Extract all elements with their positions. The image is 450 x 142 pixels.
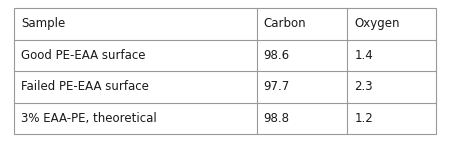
Text: 1.2: 1.2 [355, 112, 373, 125]
Text: 98.8: 98.8 [264, 112, 290, 125]
Text: 3% EAA-PE, theoretical: 3% EAA-PE, theoretical [21, 112, 157, 125]
Text: 97.7: 97.7 [264, 80, 290, 93]
Text: Failed PE-EAA surface: Failed PE-EAA surface [21, 80, 149, 93]
Text: Oxygen: Oxygen [355, 17, 400, 30]
Text: 2.3: 2.3 [355, 80, 373, 93]
Text: 98.6: 98.6 [264, 49, 290, 62]
Text: Sample: Sample [21, 17, 65, 30]
Text: Good PE-EAA surface: Good PE-EAA surface [21, 49, 145, 62]
Text: 1.4: 1.4 [355, 49, 373, 62]
Bar [14, 8, 436, 134]
Text: Carbon: Carbon [264, 17, 306, 30]
